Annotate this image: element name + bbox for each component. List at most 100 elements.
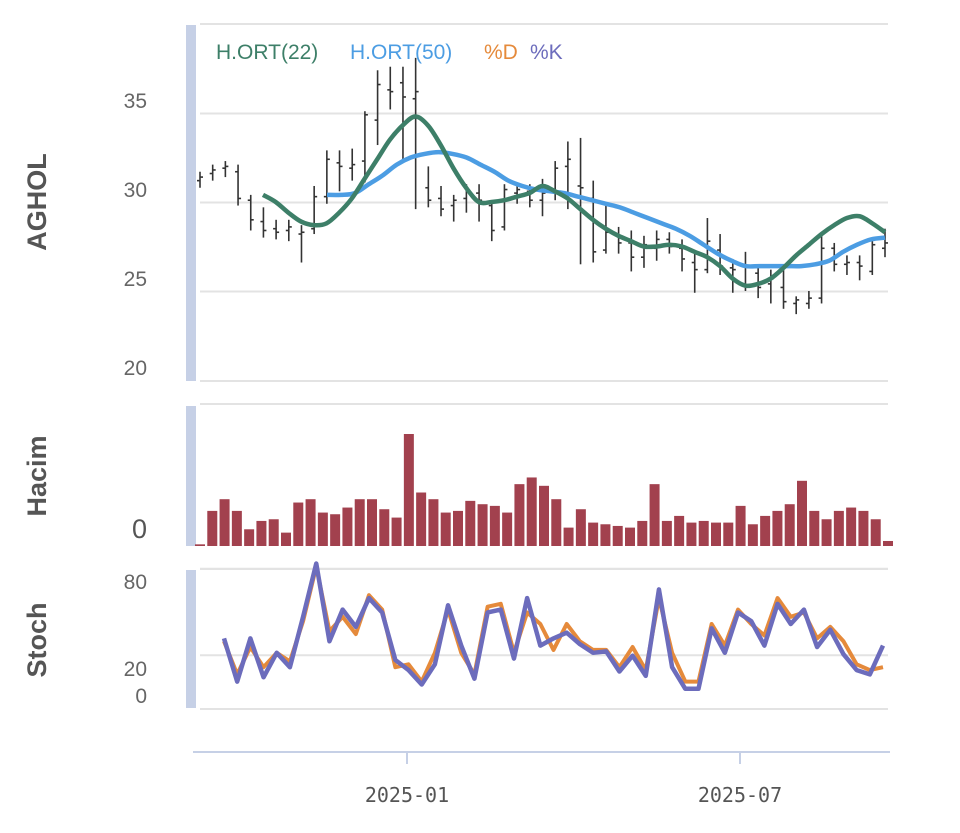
volume-bar: [784, 504, 795, 546]
volume-bar: [539, 485, 549, 546]
ohlc-bar: [755, 264, 762, 299]
ohlc-bar: [247, 194, 254, 231]
stoch-ytick-80: 80: [124, 571, 147, 594]
volume-bar: [551, 499, 562, 546]
volume-bar: [760, 515, 771, 546]
price-ytick-20: 20: [124, 357, 147, 380]
volume-bar: [244, 529, 255, 546]
price-ma-lines: [261, 114, 887, 289]
volume-bar: [367, 499, 377, 546]
volume-bar: [219, 499, 230, 546]
volume-bar: [625, 527, 635, 546]
price-ytick-35: 35: [124, 90, 147, 113]
x-tick-2025-07: 2025-07: [698, 783, 782, 807]
ohlc-bar: [222, 161, 229, 178]
ohlc-bar: [285, 219, 292, 242]
stoch-d-line: [222, 564, 884, 684]
ohlc-bar: [323, 150, 330, 204]
ohlc-bar: [235, 164, 242, 206]
ohlc-bar: [856, 255, 863, 281]
volume-bar: [649, 484, 660, 546]
volume-bar: [711, 522, 721, 546]
volume-bar: [268, 519, 279, 546]
volume-bar: [195, 544, 205, 546]
stoch-grid: [200, 567, 888, 710]
ohlc-bar: [336, 150, 343, 192]
volume-bar: [846, 507, 857, 546]
ohlc-bar: [615, 226, 622, 254]
volume-bar: [317, 512, 328, 546]
stoch-panel-accent: [186, 570, 196, 708]
ohlc-bar: [501, 184, 508, 231]
ohlc-bar: [843, 255, 850, 275]
volume-bar: [330, 514, 341, 546]
ohlc-bar: [209, 164, 216, 181]
volume-bar: [612, 525, 623, 546]
volume-bar: [440, 512, 451, 546]
volume-bar: [526, 477, 537, 546]
price-axis-title: AGHOL: [22, 153, 52, 251]
ma22-line: [261, 114, 887, 289]
legend-ma22[interactable]: H.ORT(22): [216, 41, 318, 64]
ohlc-bar: [197, 171, 203, 188]
price-ytick-30: 30: [124, 179, 147, 202]
volume-bar: [305, 499, 316, 546]
volume-bar: [428, 499, 439, 546]
ohlc-bar: [450, 194, 457, 222]
volume-bar: [207, 510, 218, 546]
volume-bar: [674, 515, 685, 546]
ohlc-bar: [273, 219, 280, 240]
volume-bar: [600, 524, 611, 546]
ohlc-bar: [628, 230, 635, 272]
volume-bar: [870, 519, 881, 546]
ohlc-bar: [869, 239, 876, 275]
volume-bar: [379, 509, 390, 546]
volume-bar: [342, 507, 353, 546]
ohlc-bar: [361, 111, 368, 183]
ohlc-bar: [793, 296, 800, 315]
volume-bar: [354, 499, 365, 546]
legend-d[interactable]: %D: [484, 41, 518, 64]
ohlc-bar: [691, 253, 698, 293]
volume-bar: [489, 505, 500, 546]
x-tick-2025-01: 2025-01: [365, 783, 449, 807]
legend-k[interactable]: %K: [530, 41, 563, 64]
ohlc-bar: [374, 70, 381, 146]
volume-bar: [391, 517, 402, 546]
volume-ytick-0: 0: [132, 514, 147, 544]
legend-ma50[interactable]: H.ORT(50): [350, 41, 452, 64]
ohlc-bar: [260, 207, 267, 238]
volume-bar: [403, 434, 414, 546]
volume-bar: [293, 502, 304, 546]
volume-bar: [821, 519, 832, 546]
ohlc-bar: [298, 225, 305, 263]
price-ytick-25: 25: [124, 268, 147, 291]
stoch-ytick-0: 0: [135, 685, 147, 708]
stoch-lines: [221, 561, 886, 692]
volume-bar: [416, 492, 427, 546]
volume-bar: [256, 520, 267, 546]
ma50-line: [326, 149, 886, 269]
ohlc-bar: [399, 66, 406, 160]
stoch-k-line: [221, 561, 886, 692]
volume-bar: [883, 540, 893, 546]
volume-panel-accent: [186, 406, 196, 546]
volume-bar: [833, 510, 844, 546]
volume-bar: [809, 510, 820, 546]
volume-bar: [588, 522, 599, 546]
ohlc-bar: [818, 234, 825, 304]
ohlc-bar: [882, 228, 888, 258]
volume-bar: [858, 510, 869, 546]
volume-bar: [772, 510, 783, 546]
volume-bar: [686, 522, 697, 546]
ohlc-bar: [387, 66, 394, 110]
volume-bar: [698, 520, 709, 546]
volume-bar: [231, 510, 242, 546]
volume-bar: [747, 524, 758, 546]
ohlc-bar: [577, 137, 584, 265]
ohlc-bar: [488, 200, 495, 242]
ohlc-bar: [425, 166, 432, 208]
volume-bar: [637, 520, 648, 546]
volume-bar: [502, 512, 513, 546]
